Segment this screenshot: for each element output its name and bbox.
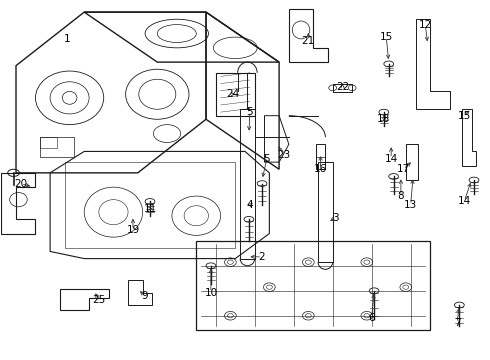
Text: 12: 12: [418, 19, 432, 30]
Text: 5: 5: [246, 107, 253, 117]
Text: 7: 7: [454, 318, 460, 328]
Text: 23: 23: [277, 150, 291, 160]
Text: 4: 4: [246, 200, 253, 210]
Text: 18: 18: [377, 114, 391, 124]
Text: 11: 11: [144, 203, 157, 213]
Text: 17: 17: [397, 164, 410, 174]
Text: 10: 10: [204, 288, 218, 297]
Text: 3: 3: [332, 212, 339, 222]
Text: 14: 14: [458, 197, 471, 206]
Text: 22: 22: [336, 82, 349, 92]
Text: 16: 16: [314, 164, 327, 174]
Text: 5: 5: [264, 154, 270, 163]
Text: 25: 25: [92, 295, 105, 305]
Text: 19: 19: [126, 225, 140, 235]
Text: 9: 9: [142, 291, 148, 301]
Text: 15: 15: [458, 111, 471, 121]
Text: 14: 14: [385, 154, 398, 163]
Text: 6: 6: [368, 312, 375, 323]
Text: 21: 21: [302, 36, 315, 46]
Bar: [40, 137, 57, 148]
Bar: [40, 137, 74, 157]
Text: 2: 2: [259, 252, 266, 262]
Text: 24: 24: [226, 89, 240, 99]
Text: 15: 15: [380, 32, 393, 42]
Text: 20: 20: [14, 179, 27, 189]
Text: 8: 8: [397, 191, 404, 201]
Text: 1: 1: [64, 34, 71, 44]
Text: 13: 13: [404, 200, 417, 210]
Bar: [65, 162, 235, 248]
